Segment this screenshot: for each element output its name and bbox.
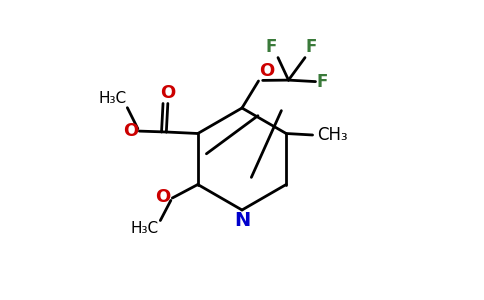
- Text: O: O: [259, 62, 274, 80]
- Text: O: O: [123, 122, 138, 140]
- Text: H₃C: H₃C: [131, 221, 159, 236]
- Text: F: F: [306, 38, 318, 56]
- Text: N: N: [234, 211, 250, 230]
- Text: F: F: [266, 38, 277, 56]
- Text: CH₃: CH₃: [317, 126, 348, 144]
- Text: H₃C: H₃C: [98, 91, 126, 106]
- Text: O: O: [155, 188, 171, 206]
- Text: O: O: [160, 84, 176, 102]
- Text: F: F: [317, 73, 328, 91]
